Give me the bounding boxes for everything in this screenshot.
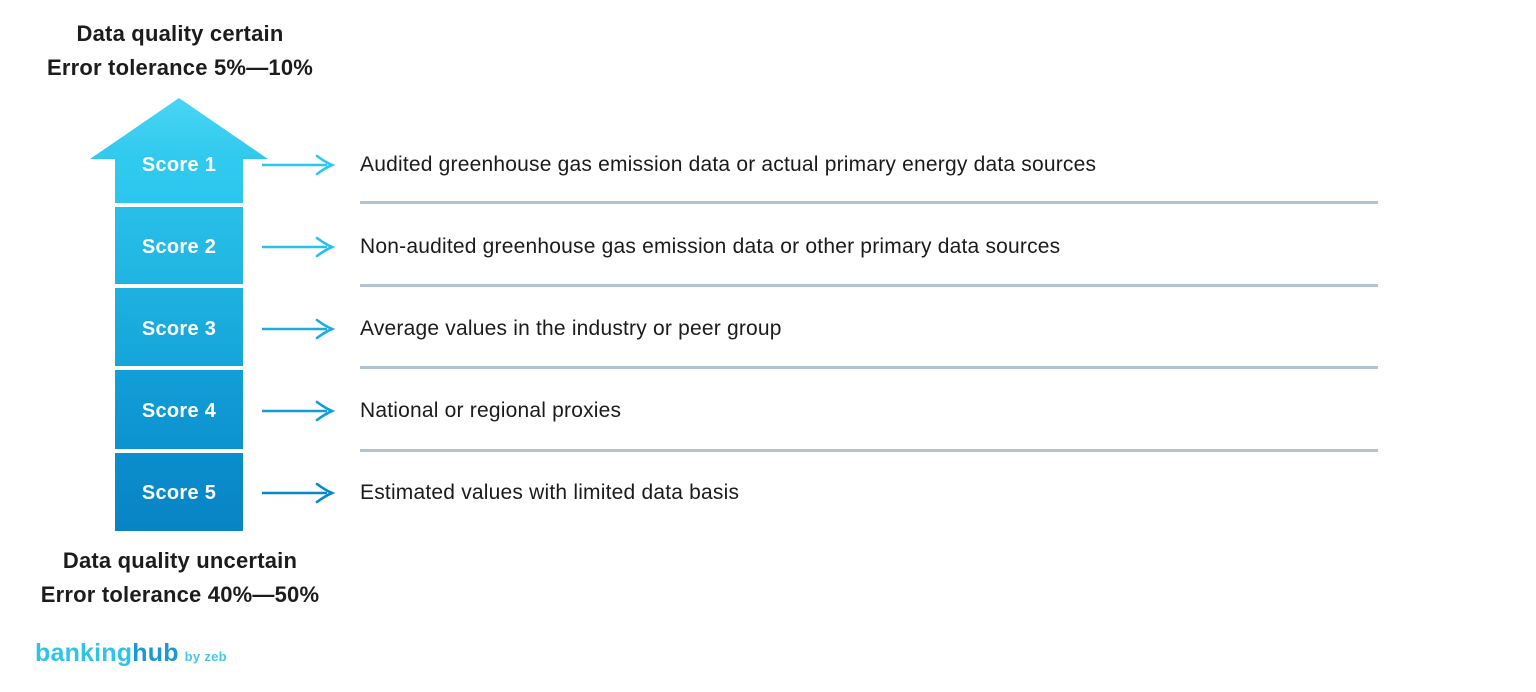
row-divider bbox=[360, 366, 1378, 369]
score-description-5: Estimated values with limited data basis bbox=[360, 481, 740, 504]
logo-text-hub: hub bbox=[132, 639, 179, 667]
right-arrow-icon bbox=[262, 318, 336, 340]
row-divider bbox=[360, 284, 1378, 287]
logo-text-banking: banking bbox=[35, 639, 133, 667]
row-divider bbox=[360, 449, 1378, 452]
score-label-5: Score 5 bbox=[141, 481, 217, 504]
top-caption-line1: Data quality certain bbox=[76, 21, 284, 46]
right-arrow-icon bbox=[262, 400, 336, 422]
top-caption-line2: Error tolerance 5%—10% bbox=[46, 55, 314, 80]
score-bar-segment-5 bbox=[115, 453, 243, 531]
top-caption: Data quality certain Error tolerance 5%—… bbox=[0, 17, 360, 85]
bottom-caption-line2: Error tolerance 40%—50% bbox=[40, 582, 320, 607]
score-bar-segment-3 bbox=[115, 288, 243, 366]
bankinghub-logo: banking hub by zeb bbox=[35, 639, 227, 668]
score-description-4: National or regional proxies bbox=[360, 399, 622, 422]
score-bar-segment-1 bbox=[115, 158, 243, 203]
score-label-3: Score 3 bbox=[141, 317, 217, 340]
score-label-2: Score 2 bbox=[141, 235, 217, 258]
score-description-2: Non-audited greenhouse gas emission data… bbox=[360, 235, 1061, 258]
row-divider bbox=[360, 201, 1378, 204]
right-arrow-icon bbox=[262, 482, 336, 504]
score-bar-segment-2 bbox=[115, 207, 243, 284]
score-label-4: Score 4 bbox=[141, 399, 217, 422]
bottom-caption-line1: Data quality uncertain bbox=[62, 548, 298, 573]
right-arrow-icon bbox=[262, 236, 336, 258]
right-arrow-icon bbox=[262, 154, 336, 176]
score-description-1: Audited greenhouse gas emission data or … bbox=[360, 153, 1097, 176]
score-description-3: Average values in the industry or peer g… bbox=[360, 317, 782, 340]
logo-byline: by zeb bbox=[184, 649, 227, 664]
score-bar-segment-4 bbox=[115, 370, 243, 449]
bottom-caption: Data quality uncertain Error tolerance 4… bbox=[0, 544, 360, 612]
score-label-1: Score 1 bbox=[141, 153, 217, 176]
